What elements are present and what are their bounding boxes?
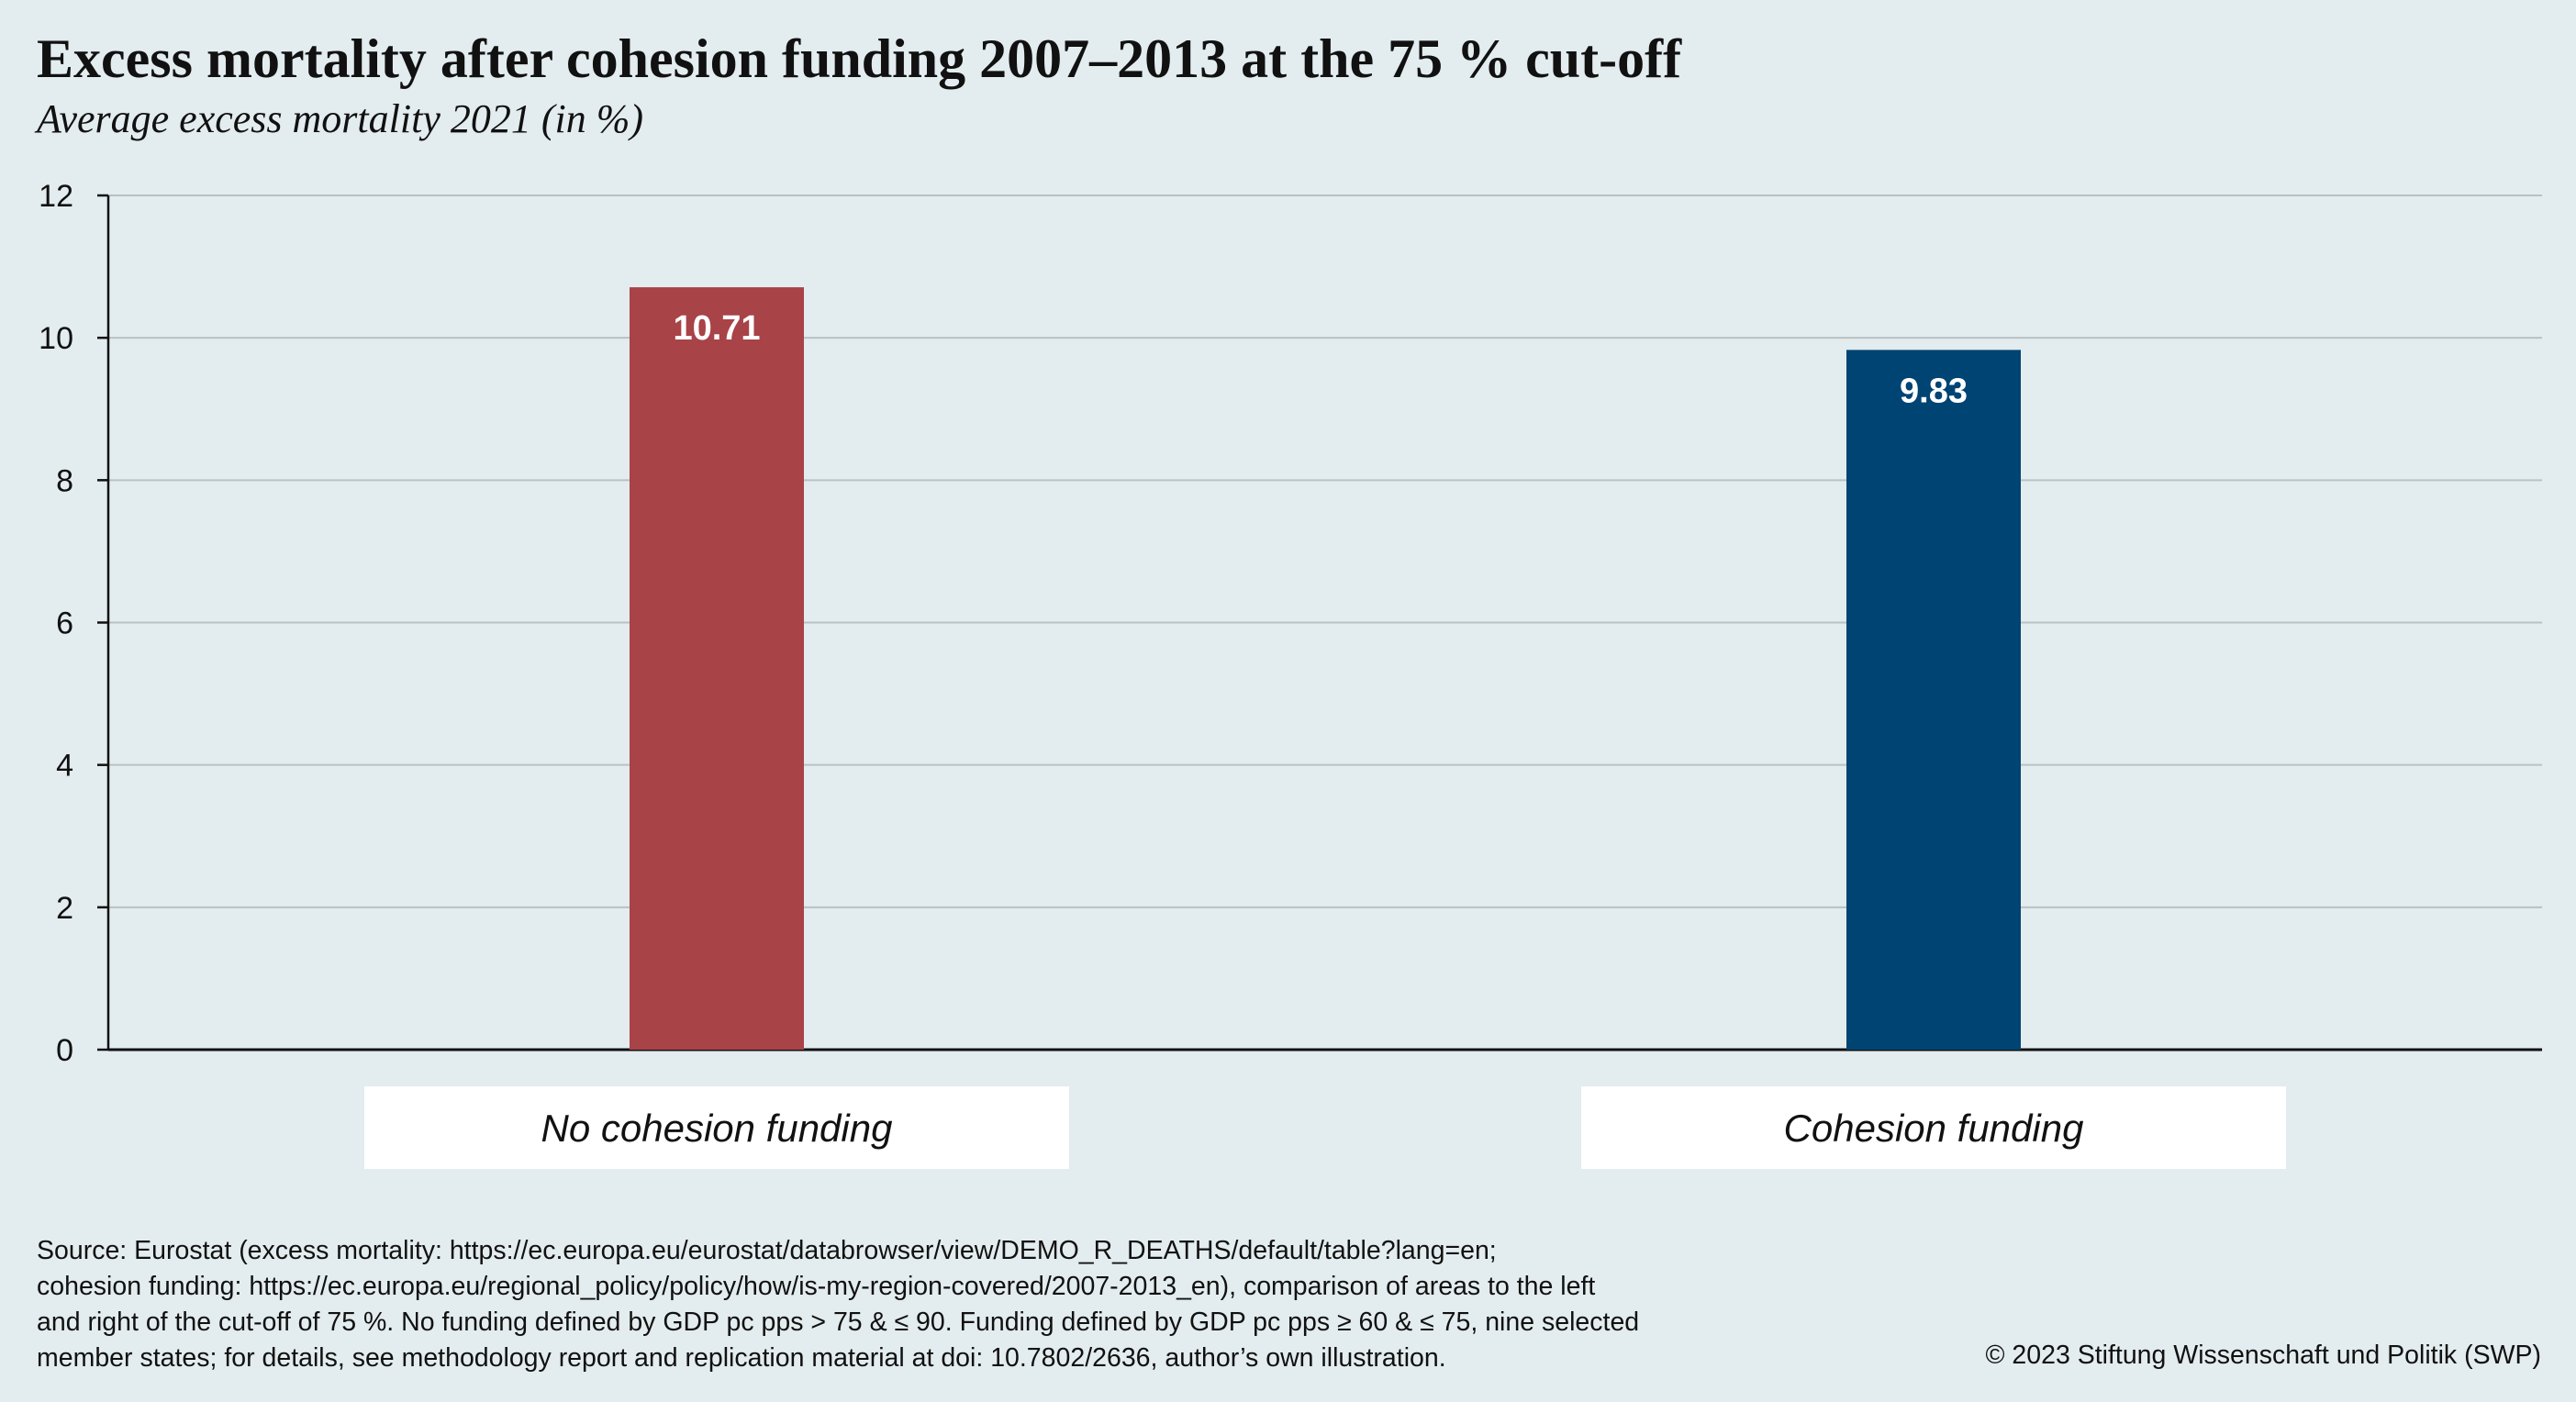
y-tick-label: 2 xyxy=(56,891,73,926)
source-line: member states; for details, see methodol… xyxy=(37,1343,1446,1373)
x-axis-labels: No cohesion funding Cohesion funding xyxy=(364,1086,2286,1169)
bar xyxy=(1846,350,2021,1050)
source-note: Source: Eurostat (excess mortality: http… xyxy=(37,1233,1890,1376)
bar xyxy=(630,287,804,1050)
bar-chart: 0 2 4 6 8 10 12 10.71 9.83 No cohesion funding C… xyxy=(39,179,2542,1169)
y-tick-label: 12 xyxy=(39,179,73,214)
copyright: © 2023 Stiftung Wissenschaft und Politik… xyxy=(1985,1341,2542,1370)
x-category-label: Cohesion funding xyxy=(1784,1107,2084,1150)
y-axis-ticks: 0 2 4 6 8 10 12 xyxy=(39,179,2542,1068)
bar-value-label: 9.83 xyxy=(1900,372,1968,410)
category-label-box xyxy=(364,1086,1069,1169)
y-tick-label: 8 xyxy=(56,463,73,498)
y-tick-label: 10 xyxy=(39,321,73,356)
source-line: and right of the cut-off of 75 %. No fun… xyxy=(37,1307,1640,1337)
category-label-box xyxy=(1581,1086,2286,1169)
chart-title: Excess mortality after cohesion funding … xyxy=(37,28,1682,89)
bar-value-label: 10.71 xyxy=(673,309,760,348)
chart-subtitle: Average excess mortality 2021 (in %) xyxy=(37,96,644,141)
y-tick-label: 6 xyxy=(56,606,73,641)
grid-lines xyxy=(108,195,2542,908)
x-category-label: No cohesion funding xyxy=(541,1107,893,1150)
y-tick-label: 0 xyxy=(56,1033,73,1068)
source-line: cohesion funding: https://ec.europa.eu/r… xyxy=(37,1272,1596,1301)
source-line: Source: Eurostat (excess mortality: http… xyxy=(37,1236,1497,1265)
y-tick-label: 4 xyxy=(56,749,73,784)
bars: 10.71 9.83 xyxy=(630,287,2021,1050)
